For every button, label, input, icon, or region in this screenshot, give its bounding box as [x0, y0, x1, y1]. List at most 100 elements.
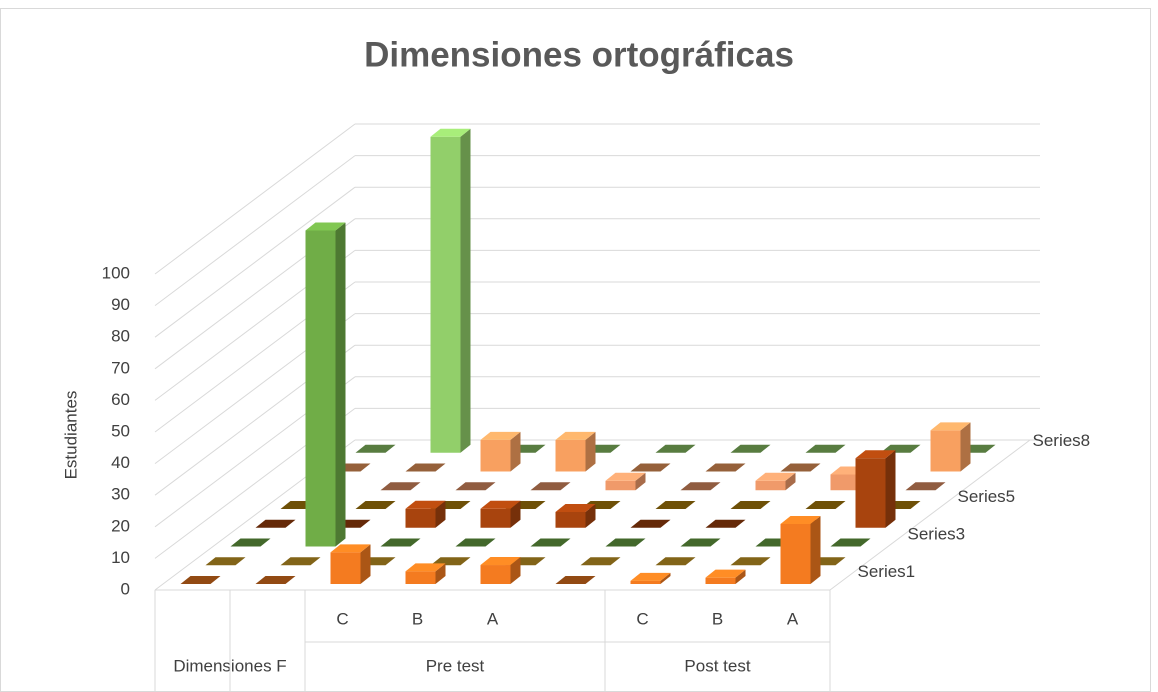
- chart-title: Dimensiones ortográficas: [364, 35, 794, 74]
- bar-top: [555, 503, 596, 512]
- bar-top: [255, 576, 296, 584]
- bar-top: [380, 482, 421, 491]
- bar-top: [480, 500, 521, 509]
- bar-side: [585, 503, 596, 528]
- bar-top: [480, 557, 521, 566]
- y-tick-label: 40: [111, 453, 130, 472]
- bar-top: [455, 538, 496, 547]
- y-tick-label: 50: [111, 421, 130, 440]
- bar: [780, 463, 821, 472]
- bar-side: [335, 222, 346, 547]
- bar-top: [655, 557, 696, 566]
- bar-front: [405, 508, 436, 528]
- bar: [580, 557, 621, 566]
- x-tick-label: B: [712, 609, 723, 628]
- bar: [705, 519, 746, 528]
- bar-side: [360, 544, 371, 584]
- bar: [630, 463, 671, 472]
- bar: [655, 444, 696, 453]
- bar-top: [630, 572, 671, 581]
- bar-front: [555, 439, 586, 472]
- bar: [655, 557, 696, 566]
- bar: [380, 538, 421, 547]
- bar: [280, 557, 321, 566]
- y-tick-label: 100: [102, 263, 130, 282]
- bar: [555, 431, 596, 472]
- bar-front: [405, 571, 436, 584]
- x-tick-label: A: [487, 609, 499, 628]
- bar-front: [705, 577, 736, 584]
- y-tick-label: 0: [121, 579, 130, 598]
- bar-top: [705, 519, 746, 528]
- grid-line: [154, 186, 356, 338]
- bar: [730, 557, 771, 566]
- bar: [480, 557, 521, 584]
- bar-top: [530, 538, 571, 547]
- bar: [630, 572, 671, 584]
- bar: [430, 128, 471, 453]
- bar: [605, 472, 646, 491]
- bar: [555, 503, 596, 528]
- x-tick-label: B: [412, 609, 423, 628]
- bar-top: [455, 482, 496, 491]
- bar: [730, 444, 771, 453]
- bar: [805, 501, 846, 509]
- bar-top: [330, 544, 371, 553]
- bar-top: [730, 444, 771, 453]
- bar: [680, 482, 721, 491]
- bar: [755, 472, 796, 491]
- x-tick-label: C: [636, 609, 648, 628]
- bar-top: [780, 515, 821, 524]
- bar-top: [805, 444, 846, 453]
- bar-side: [635, 472, 646, 491]
- bar: [805, 444, 846, 453]
- series-label: Series1: [858, 562, 916, 581]
- bar-top: [230, 538, 271, 547]
- bar: [380, 482, 421, 491]
- y-tick-label: 90: [111, 295, 130, 314]
- y-axis-label: Estudiantes: [61, 391, 80, 480]
- bar: [530, 482, 571, 491]
- bar-front: [855, 458, 886, 528]
- bar-side: [510, 500, 521, 528]
- bar: [255, 576, 296, 584]
- grid-line: [154, 155, 356, 307]
- bar: [205, 557, 246, 566]
- bar-top: [430, 128, 471, 137]
- bar-front: [480, 508, 511, 528]
- bar-front: [480, 439, 511, 472]
- bar-side: [785, 472, 796, 491]
- bar: [705, 569, 746, 584]
- bar-front: [480, 565, 511, 584]
- bar: [530, 538, 571, 547]
- bar-top: [705, 463, 746, 472]
- series-label: Series5: [958, 487, 1016, 506]
- bar-front: [930, 430, 961, 472]
- bar: [930, 422, 971, 472]
- bar: [830, 538, 871, 547]
- bar-side: [810, 515, 821, 584]
- bar-front: [780, 523, 811, 584]
- bar-top: [705, 569, 746, 578]
- bar-top: [430, 557, 471, 566]
- bar-top: [305, 222, 346, 231]
- bar: [655, 501, 696, 509]
- bar-top: [855, 450, 896, 459]
- y-tick-label: 30: [111, 485, 130, 504]
- bar: [355, 444, 396, 453]
- series-label: Series3: [908, 525, 966, 544]
- bar: [630, 519, 671, 528]
- bar-top: [755, 472, 796, 481]
- bar: [405, 563, 446, 584]
- bar-side: [435, 563, 446, 584]
- bar: [730, 501, 771, 509]
- bar: [255, 519, 296, 528]
- floor-edge: [829, 439, 1031, 591]
- bar: [455, 538, 496, 547]
- bar-top: [730, 557, 771, 566]
- grid-line: [154, 123, 356, 275]
- bar-side: [960, 422, 971, 472]
- series-label: Series8: [1033, 431, 1091, 450]
- x-group-label: Pre test: [426, 656, 485, 675]
